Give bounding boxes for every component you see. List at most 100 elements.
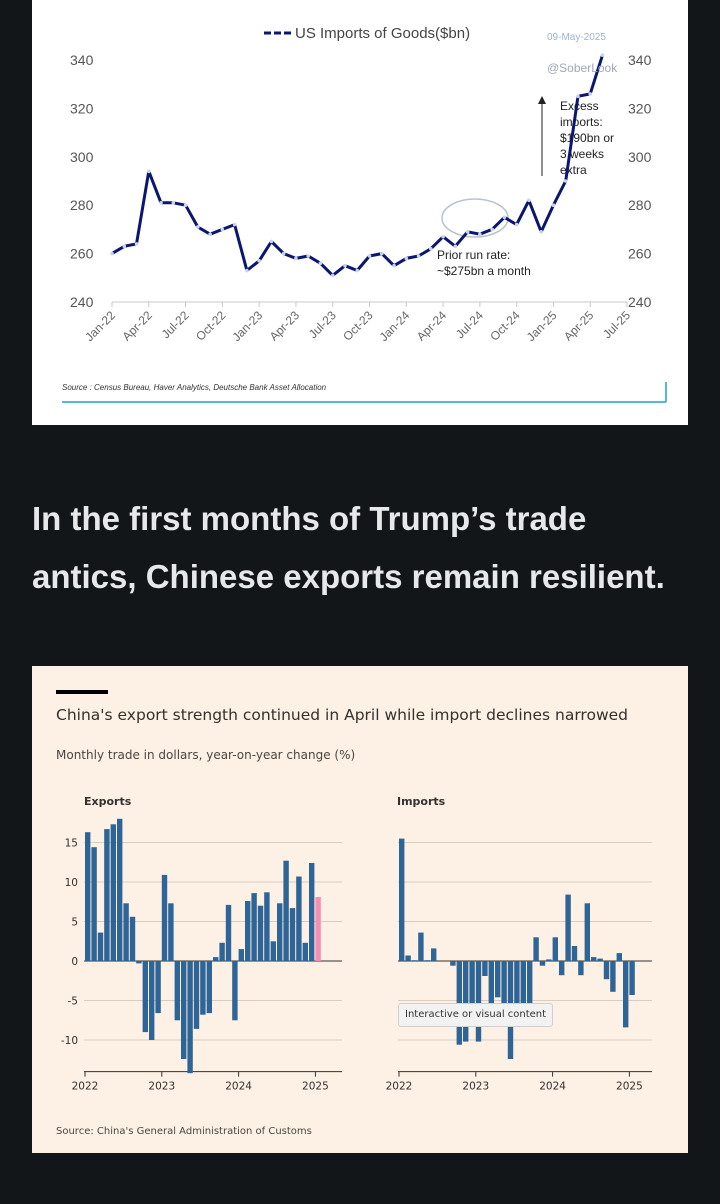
imports-point bbox=[367, 254, 372, 258]
imports-point bbox=[453, 244, 458, 249]
exports-bar bbox=[155, 961, 161, 1014]
x-tick-label: Jan-24 bbox=[377, 308, 413, 344]
imports-point bbox=[208, 232, 212, 237]
imports-bar bbox=[559, 961, 565, 976]
exports-bar bbox=[283, 860, 289, 961]
imports-bar bbox=[623, 961, 629, 1028]
exports-y-tick: -10 bbox=[61, 1035, 78, 1047]
x-tick-label: Jul-24 bbox=[453, 308, 486, 341]
imports-bar bbox=[514, 961, 520, 1015]
imports-point bbox=[110, 251, 114, 256]
imports-bar bbox=[610, 961, 616, 992]
imports-point bbox=[330, 273, 335, 278]
imports-point bbox=[171, 200, 176, 205]
imports-point bbox=[257, 259, 261, 263]
ft-title-rule bbox=[56, 690, 108, 694]
exports-bar bbox=[302, 942, 308, 961]
imports-point bbox=[441, 234, 445, 239]
exports-bar bbox=[181, 961, 187, 1059]
imports-x-tick-label: 2024 bbox=[539, 1081, 566, 1093]
imports-bar bbox=[488, 961, 494, 1005]
imports-point bbox=[404, 256, 409, 261]
exports-bar bbox=[187, 961, 193, 1074]
exports-bar bbox=[232, 961, 238, 1021]
ft-chart-subtitle: Monthly trade in dollars, year-on-year c… bbox=[56, 748, 356, 762]
imports-bar bbox=[501, 961, 507, 1024]
exports-y-tick: 15 bbox=[65, 838, 78, 850]
imports-bar bbox=[591, 957, 597, 962]
imports-panel-label: Imports bbox=[397, 795, 446, 808]
x-tick-label: Jul-25 bbox=[600, 308, 633, 341]
prior-run-ellipse bbox=[441, 198, 509, 238]
imports-point bbox=[196, 225, 200, 229]
y-tick-left: 280 bbox=[70, 197, 94, 213]
exports-bar bbox=[85, 832, 91, 961]
imports-bar bbox=[405, 955, 411, 961]
x-tick-label: Apr-22 bbox=[120, 308, 156, 344]
imports-bar bbox=[597, 958, 603, 961]
imports-point bbox=[600, 53, 605, 57]
imports-point bbox=[539, 230, 543, 234]
imports-point bbox=[465, 230, 470, 234]
x-tick-label: Jan-22 bbox=[82, 308, 118, 344]
interactive-content-tooltip[interactable]: Interactive or visual content bbox=[398, 1003, 554, 1027]
imports-point bbox=[232, 222, 237, 227]
imports-point bbox=[245, 268, 249, 273]
imports-bar bbox=[527, 961, 533, 1010]
y-tick-right: 320 bbox=[628, 100, 652, 116]
exports-y-tick: -5 bbox=[68, 996, 78, 1008]
imports-point bbox=[318, 261, 323, 266]
exports-bar bbox=[117, 818, 123, 961]
exports-bar bbox=[142, 961, 148, 1033]
imports-bar bbox=[552, 937, 558, 961]
exports-bar bbox=[104, 829, 110, 961]
exports-bar bbox=[193, 961, 200, 1029]
exports-bar bbox=[123, 903, 129, 961]
exports-bar bbox=[161, 874, 168, 961]
imports-point bbox=[122, 244, 127, 249]
imports-bar bbox=[584, 903, 590, 961]
ft-chart-title: China's export strength continued in Apr… bbox=[56, 706, 629, 724]
excess-annotation-line: imports: bbox=[560, 115, 603, 129]
ft-chart-source: Source: China's General Administration o… bbox=[56, 1126, 312, 1137]
exports-bar bbox=[168, 903, 174, 961]
legend-label: US Imports of Goods($bn) bbox=[295, 25, 470, 42]
top-chart-source: Source : Census Bureau, Haver Analytics,… bbox=[62, 383, 327, 392]
y-tick-right: 300 bbox=[628, 149, 652, 165]
x-tick-label: Apr-24 bbox=[414, 308, 450, 344]
imports-bar bbox=[546, 959, 552, 961]
imports-bar bbox=[533, 937, 539, 961]
chart-date: 09-May-2025 bbox=[547, 32, 606, 43]
imports-bar bbox=[539, 961, 546, 966]
article-headline: In the first months of Trump’s trade ant… bbox=[32, 500, 665, 595]
exports-x-tick-label: 2023 bbox=[148, 1081, 175, 1093]
imports-point bbox=[306, 254, 310, 258]
x-tick-label: Oct-22 bbox=[193, 308, 229, 344]
exports-bar bbox=[110, 824, 116, 961]
exports-bar bbox=[238, 949, 244, 961]
imports-point bbox=[146, 169, 151, 174]
x-tick-label: Jan-25 bbox=[524, 308, 560, 344]
imports-point bbox=[355, 268, 360, 273]
imports-bar bbox=[431, 948, 437, 961]
us-imports-chart: 240 240 260 260 280 280 300 300 320 320 340 340 Jan-… bbox=[32, 0, 688, 425]
imports-bar bbox=[520, 961, 526, 1019]
imports-point bbox=[343, 263, 347, 268]
imports-point bbox=[527, 198, 531, 203]
imports-bar bbox=[616, 953, 622, 961]
exports-bar bbox=[264, 892, 270, 961]
prior-annotation-line: Prior run rate: bbox=[437, 248, 510, 262]
imports-point bbox=[514, 222, 519, 227]
x-tick-label: Jul-23 bbox=[306, 308, 339, 341]
x-tick-label: Oct-24 bbox=[487, 308, 523, 344]
exports-y-tick: 10 bbox=[65, 877, 78, 889]
imports-point bbox=[379, 251, 384, 256]
watermark: @SoberLook bbox=[547, 61, 618, 75]
excess-annotation-line: Excess bbox=[560, 99, 599, 113]
imports-x-tick-label: 2025 bbox=[616, 1081, 643, 1093]
exports-bar bbox=[309, 863, 315, 961]
imports-point bbox=[588, 92, 593, 96]
exports-bar bbox=[296, 876, 302, 961]
china-trade-chart-card[interactable]: China's export strength continued in Apr… bbox=[32, 666, 688, 1153]
imports-point bbox=[478, 232, 482, 237]
